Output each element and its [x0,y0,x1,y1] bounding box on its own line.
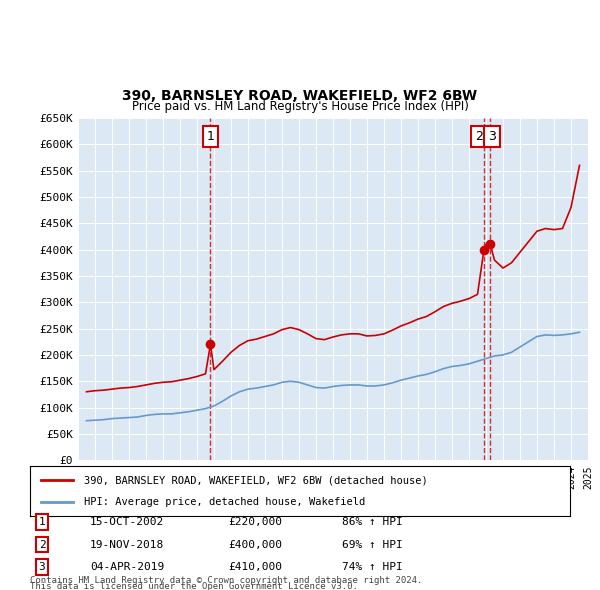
Text: 1: 1 [38,517,46,527]
Text: 390, BARNSLEY ROAD, WAKEFIELD, WF2 6BW: 390, BARNSLEY ROAD, WAKEFIELD, WF2 6BW [122,89,478,103]
Text: Contains HM Land Registry data © Crown copyright and database right 2024.: Contains HM Land Registry data © Crown c… [30,576,422,585]
Text: 15-OCT-2002: 15-OCT-2002 [90,517,164,527]
Text: 2: 2 [38,540,46,549]
Text: 04-APR-2019: 04-APR-2019 [90,562,164,572]
Text: HPI: Average price, detached house, Wakefield: HPI: Average price, detached house, Wake… [84,497,365,507]
Text: 86% ↑ HPI: 86% ↑ HPI [342,517,403,527]
Text: Price paid vs. HM Land Registry's House Price Index (HPI): Price paid vs. HM Land Registry's House … [131,100,469,113]
Text: £400,000: £400,000 [228,540,282,549]
Text: 3: 3 [488,130,496,143]
Text: 1: 1 [206,130,214,143]
Text: 69% ↑ HPI: 69% ↑ HPI [342,540,403,549]
Text: 390, BARNSLEY ROAD, WAKEFIELD, WF2 6BW (detached house): 390, BARNSLEY ROAD, WAKEFIELD, WF2 6BW (… [84,475,428,485]
Text: 2: 2 [475,130,483,143]
Text: This data is licensed under the Open Government Licence v3.0.: This data is licensed under the Open Gov… [30,582,358,590]
Text: 74% ↑ HPI: 74% ↑ HPI [342,562,403,572]
Text: £410,000: £410,000 [228,562,282,572]
Text: 19-NOV-2018: 19-NOV-2018 [90,540,164,549]
Text: 3: 3 [38,562,46,572]
Text: £220,000: £220,000 [228,517,282,527]
